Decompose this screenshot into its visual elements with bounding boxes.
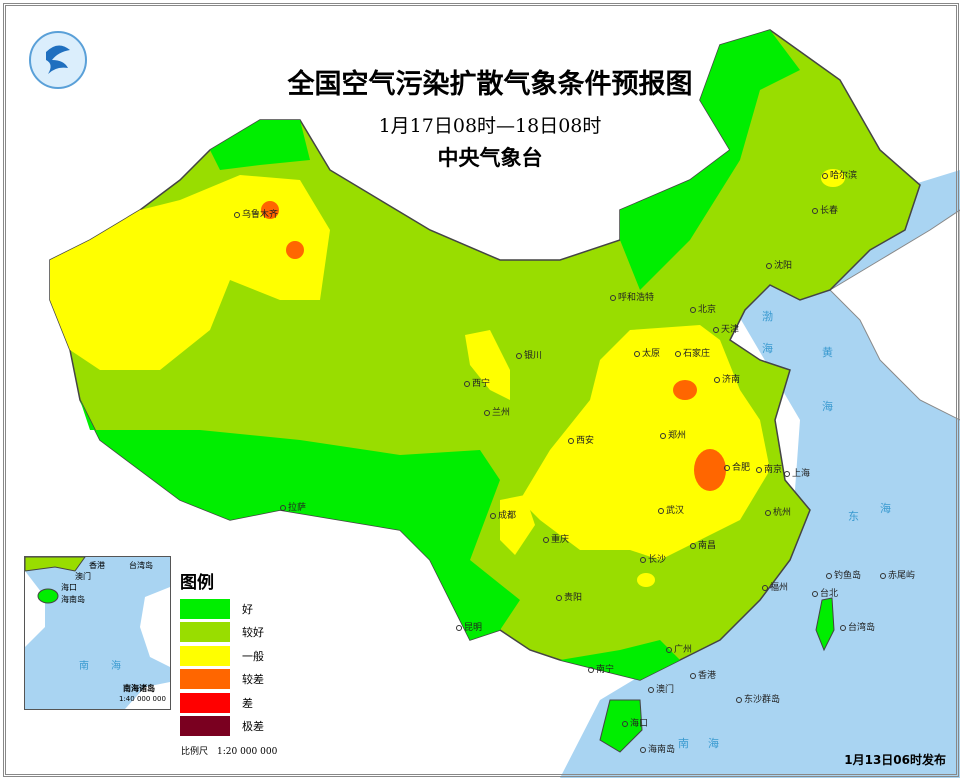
city-label: 西宁 — [464, 376, 490, 389]
city-label: 郑州 — [660, 428, 686, 441]
city-label: 上海 — [784, 466, 810, 479]
legend-swatch — [180, 598, 230, 619]
legend-item-poor: 差 — [180, 691, 264, 715]
zone-good-southwest — [80, 400, 520, 640]
legend-swatch — [180, 669, 230, 690]
forecast-period: 1月17日08时—18日08时 — [378, 115, 602, 137]
city-label: 济南 — [714, 372, 740, 385]
city-label: 太原 — [634, 346, 660, 359]
south-china-sea-inset: 香港 澳门 海口 海南岛 台湾岛 南 海 南海诸岛 1:40 000 000 — [24, 556, 171, 710]
city-label: 武汉 — [658, 503, 684, 516]
sea-label: 渤 — [762, 310, 773, 323]
sea-label: 黄 — [822, 346, 833, 359]
city-label: 杭州 — [765, 505, 791, 518]
city-label: 南宁 — [588, 662, 614, 675]
zone-fair-xinjiang — [50, 175, 330, 370]
city-label: 成都 — [490, 508, 516, 521]
korea-japan-land — [829, 209, 960, 421]
map-frame — [3, 3, 959, 777]
legend-label: 极差 — [242, 720, 264, 734]
legend-swatch — [180, 645, 230, 666]
legend-item-very-poor: 极差 — [180, 715, 264, 739]
city-label: 哈尔滨 — [822, 168, 857, 181]
legend-item-good: 好 — [180, 597, 264, 621]
issuer: 中央气象台 — [437, 145, 543, 170]
city-label: 拉萨 — [280, 500, 306, 513]
city-label: 福州 — [762, 580, 788, 593]
legend-swatch — [180, 716, 230, 737]
sea-label: 海 — [708, 737, 719, 750]
legend-item-fairly-good: 较好 — [180, 621, 264, 645]
city-label: 北京 — [690, 302, 716, 315]
legend-label: 差 — [242, 696, 253, 710]
legend-item-fairly-poor: 较差 — [180, 668, 264, 692]
city-label: 沈阳 — [766, 258, 792, 271]
hainan-island — [599, 699, 643, 753]
city-label: 贵阳 — [556, 590, 582, 603]
city-label: 广州 — [666, 642, 692, 655]
legend-title: 图例 — [180, 573, 214, 593]
sea-label: 海 — [822, 400, 833, 413]
city-label: 重庆 — [543, 532, 569, 545]
legend-swatch — [180, 622, 230, 643]
city-label: 银川 — [516, 348, 542, 361]
inset-label: 海口 — [61, 583, 77, 592]
city-label: 台北 — [812, 586, 838, 599]
city-label: 呼和浩特 — [610, 290, 654, 303]
inset-scale: 1:40 000 000 — [119, 695, 166, 703]
legend-item-average: 一般 — [180, 644, 264, 668]
zone-poorer-xinjiang — [286, 241, 304, 259]
city-label: 乌鲁木齐 — [234, 207, 278, 220]
sea-label: 东 — [848, 510, 859, 523]
inset-map — [25, 557, 170, 709]
zone-fair-gansu — [465, 330, 510, 400]
city-label: 西安 — [568, 433, 594, 446]
inset-sea-label: 海 — [111, 661, 121, 672]
sea-label: 海 — [762, 342, 773, 355]
inset-label: 澳门 — [75, 572, 91, 581]
inset-title: 南海诸岛 — [123, 684, 155, 693]
sea-label: 海 — [880, 502, 891, 515]
city-label: 赤尾屿 — [880, 568, 915, 581]
city-label: 长沙 — [640, 552, 666, 565]
inset-sea-label: 南 — [79, 661, 89, 672]
city-label: 长春 — [812, 203, 838, 216]
sea-label: 南 — [678, 737, 689, 750]
map-scale: 比例尺 1:20 000 000 — [181, 747, 278, 757]
city-label: 海南岛 — [640, 742, 675, 755]
city-label: 合肥 — [724, 460, 750, 473]
city-label: 澳门 — [648, 682, 674, 695]
zone-poorer-anhui — [694, 449, 726, 491]
zone-fair-northchina — [520, 325, 770, 560]
legend-label: 一般 — [242, 649, 264, 663]
city-label: 钓鱼岛 — [826, 568, 861, 581]
issued-time: 1月13日06时发布 — [844, 753, 946, 767]
zone-good-south — [560, 640, 680, 680]
city-label: 东沙群岛 — [736, 692, 780, 705]
legend-label: 好 — [242, 602, 253, 616]
city-label: 兰州 — [484, 405, 510, 418]
zone-good-northwest — [210, 120, 310, 170]
city-label: 昆明 — [456, 620, 482, 633]
zone-good-northeast — [620, 30, 800, 290]
cma-logo-icon — [29, 31, 87, 89]
city-label: 台湾岛 — [840, 620, 875, 633]
inset-label: 海南岛 — [61, 595, 85, 604]
legend: 图例 好 较好 一般 较差 差 极差 — [180, 568, 264, 738]
zone-poorer-hebei — [673, 380, 697, 400]
city-label: 南昌 — [690, 538, 716, 551]
city-label: 香港 — [690, 668, 716, 681]
legend-swatch — [180, 692, 230, 713]
map-title: 全国空气污染扩散气象条件预报图 — [287, 69, 693, 100]
inset-label: 台湾岛 — [129, 561, 153, 570]
city-label: 南京 — [756, 462, 782, 475]
city-label: 石家庄 — [675, 346, 710, 359]
city-label: 海口 — [622, 716, 648, 729]
zone-fair-hunan — [637, 573, 655, 587]
inset-label: 香港 — [89, 561, 105, 570]
city-label: 天津 — [713, 322, 739, 335]
legend-label: 较好 — [242, 626, 264, 640]
legend-label: 较差 — [242, 673, 264, 687]
